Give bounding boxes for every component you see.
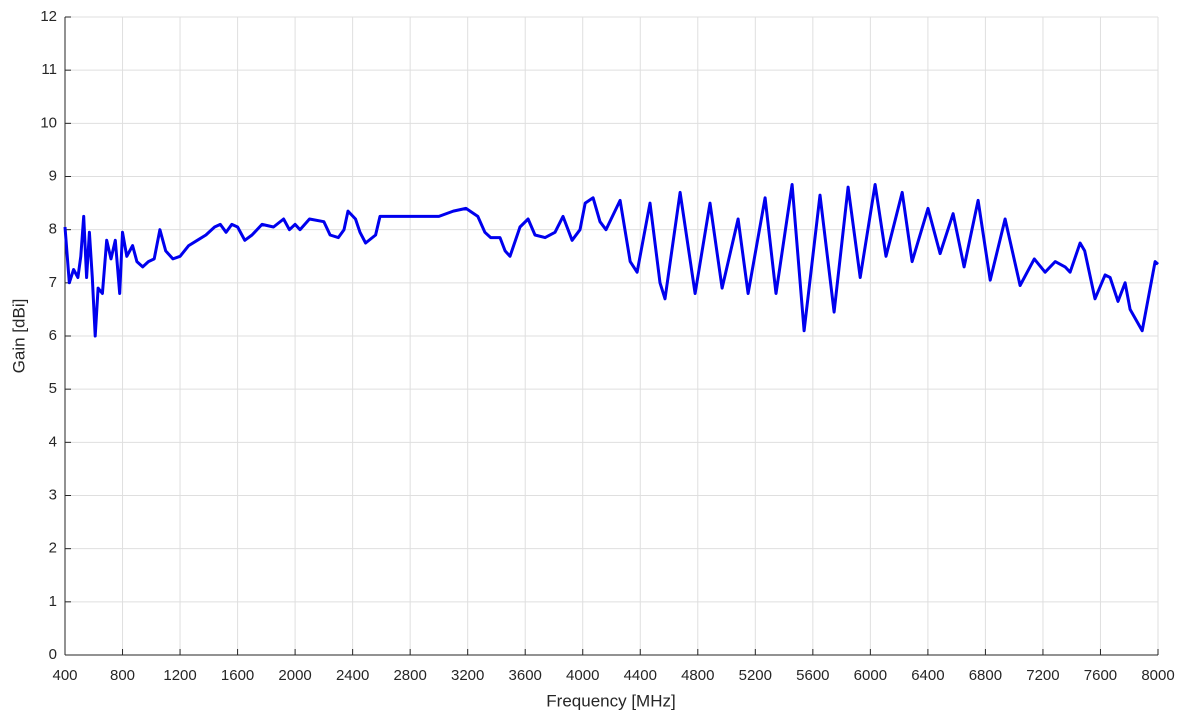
x-tick-label: 2400 <box>336 667 369 684</box>
x-tick-label: 2800 <box>393 667 426 684</box>
x-axis-label: Frequency [MHz] <box>546 691 675 710</box>
data-line <box>63 183 1160 338</box>
x-tick-label: 3200 <box>451 667 484 684</box>
x-tick-label: 4000 <box>566 667 599 684</box>
y-tick-label: 0 <box>49 646 57 663</box>
y-axis-label: Gain [dBi] <box>9 299 28 374</box>
x-tick-label: 6000 <box>854 667 887 684</box>
y-tick-label: 1 <box>49 593 57 610</box>
y-tick-label: 5 <box>49 380 57 397</box>
x-tick-label: 4800 <box>681 667 714 684</box>
x-tick-label: 7200 <box>1026 667 1059 684</box>
y-tick-label: 6 <box>49 327 57 344</box>
x-tick-label: 5600 <box>796 667 829 684</box>
x-tick-label: 6800 <box>969 667 1002 684</box>
x-tick-label: 5200 <box>739 667 772 684</box>
x-tick-label: 1600 <box>221 667 254 684</box>
y-tick-label: 7 <box>49 274 57 291</box>
y-tick-label: 4 <box>49 433 57 450</box>
x-tick-label: 2000 <box>278 667 311 684</box>
y-tick-label: 12 <box>40 8 57 25</box>
y-tick-label: 3 <box>49 486 57 503</box>
x-tick-label: 400 <box>52 667 77 684</box>
x-tick-label: 7600 <box>1084 667 1117 684</box>
y-tick-label: 10 <box>40 114 57 131</box>
y-tick-label: 9 <box>49 167 57 184</box>
x-tick-label: 800 <box>110 667 135 684</box>
x-tick-label: 8000 <box>1141 667 1174 684</box>
x-tick-label: 3600 <box>509 667 542 684</box>
x-tick-label: 6400 <box>911 667 944 684</box>
x-tick-label: 4400 <box>624 667 657 684</box>
y-tick-label: 2 <box>49 540 57 557</box>
x-tick-label: 1200 <box>163 667 196 684</box>
y-tick-label: 11 <box>41 61 57 78</box>
y-tick-label: 8 <box>49 221 57 238</box>
